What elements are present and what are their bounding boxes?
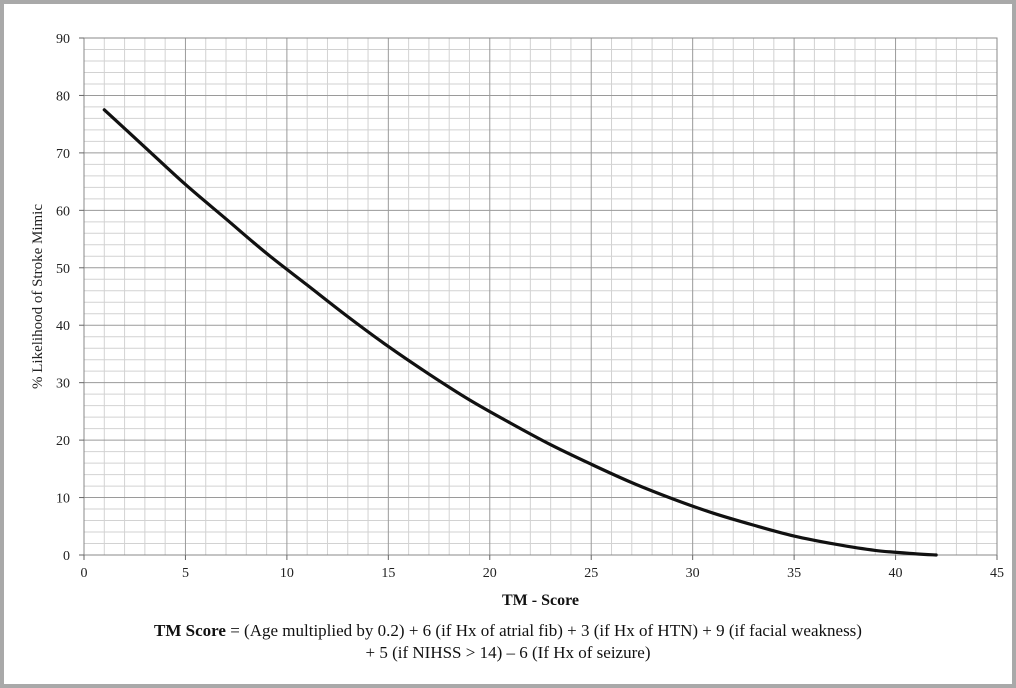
y-axis-title: % Likelihood of Stroke Mimic <box>30 204 46 389</box>
y-tick-label: 80 <box>56 89 70 104</box>
chart: 0 5 10 15 20 25 30 35 40 45 0 10 20 30 40 50 60 70 80 90 T… <box>30 32 1004 609</box>
y-tick-label: 40 <box>56 319 70 334</box>
formula-label: TM Score <box>154 621 226 640</box>
y-tick-label: 70 <box>56 147 70 162</box>
series-line-tm-score <box>102 108 938 557</box>
x-tick-label: 20 <box>483 566 497 581</box>
y-tick-label: 90 <box>56 32 70 47</box>
y-tick-label: 30 <box>56 377 70 392</box>
x-tick-label: 0 <box>81 566 88 581</box>
x-axis-ticks: 0 5 10 15 20 25 30 35 40 45 <box>81 555 1004 581</box>
formula-line-2: + 5 (if NIHSS > 14) – 6 (If Hx of seizur… <box>365 643 651 662</box>
x-tick-label: 35 <box>787 566 801 581</box>
formula-caption: TM Score = (Age multiplied by 0.2) + 6 (… <box>0 620 1016 664</box>
x-tick-label: 5 <box>182 566 189 581</box>
plot-area-border <box>83 37 998 556</box>
major-grid <box>84 38 997 555</box>
formula-text-1: = (Age multiplied by 0.2) + 6 (if Hx of … <box>225 621 862 640</box>
y-tick-label: 10 <box>56 492 70 507</box>
x-axis-title: TM - Score <box>502 592 579 609</box>
minor-grid <box>84 38 997 555</box>
x-tick-label: 30 <box>686 566 700 581</box>
x-tick-label: 25 <box>584 566 598 581</box>
x-tick-label: 15 <box>381 566 395 581</box>
y-tick-label: 0 <box>63 549 70 564</box>
y-tick-label: 60 <box>56 204 70 219</box>
y-tick-label: 50 <box>56 262 70 277</box>
x-tick-label: 40 <box>889 566 903 581</box>
x-tick-label: 45 <box>990 566 1004 581</box>
y-axis-ticks: 0 10 20 30 40 50 60 70 80 90 <box>56 32 84 564</box>
y-tick-label: 20 <box>56 434 70 449</box>
formula-line-1: TM Score = (Age multiplied by 0.2) + 6 (… <box>0 620 1016 642</box>
x-tick-label: 10 <box>280 566 294 581</box>
